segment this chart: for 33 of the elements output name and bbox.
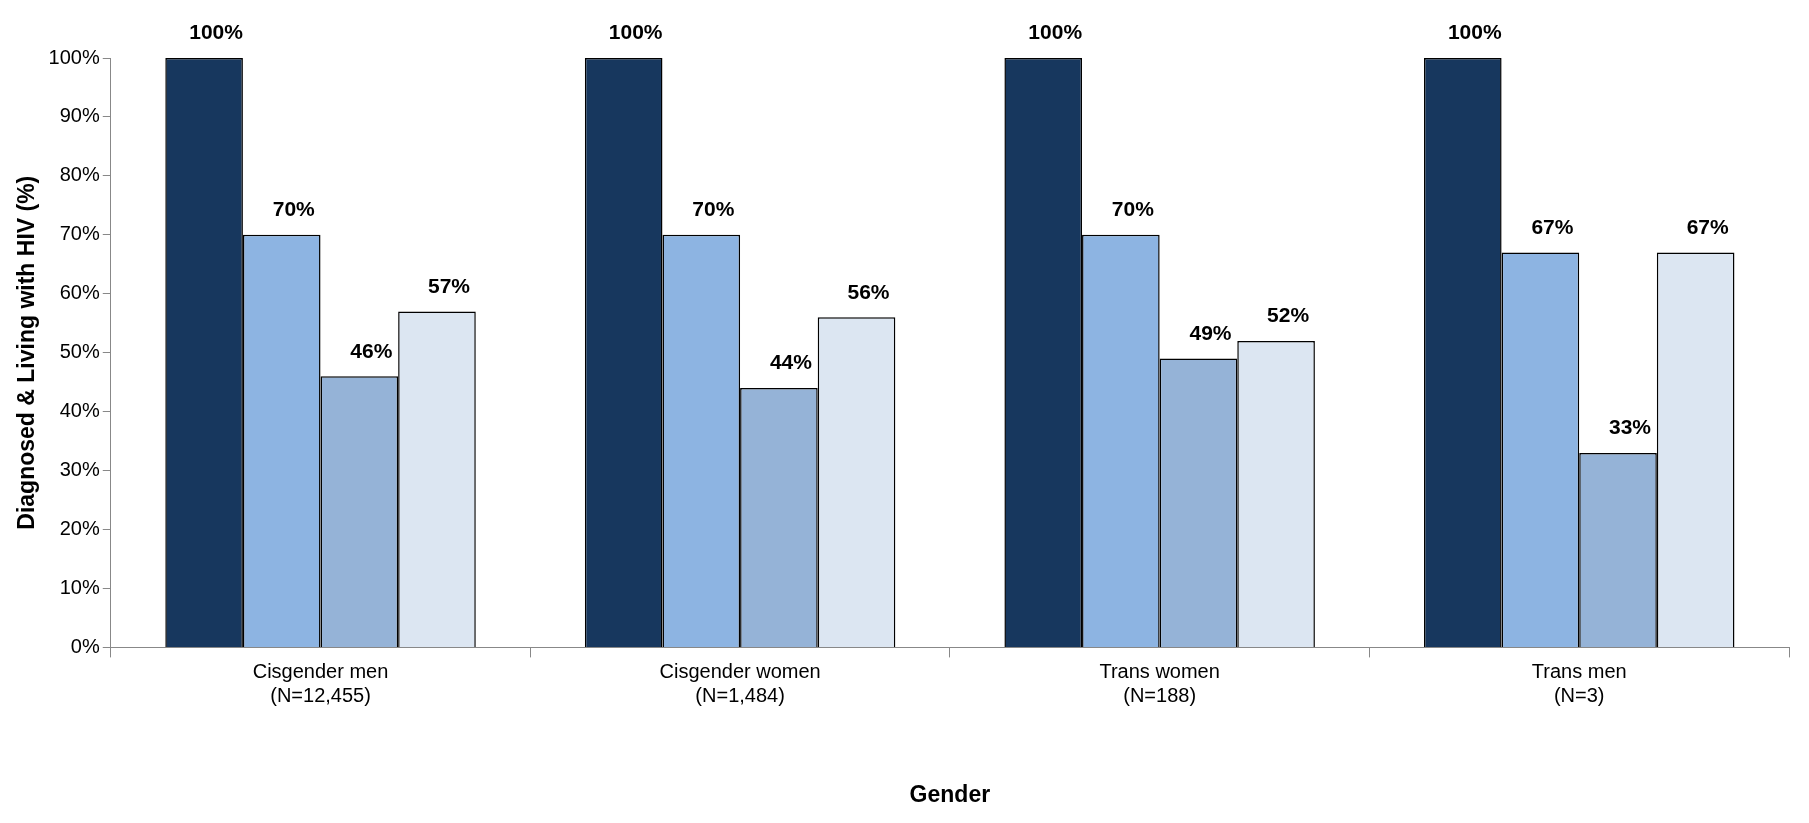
y-tick-label: 10% <box>59 575 100 598</box>
data-label: 70% <box>1111 197 1155 221</box>
x-tick-label: Trans men (N=3) <box>1531 659 1627 706</box>
y-tick-label: 100% <box>48 45 100 68</box>
data-label: 56% <box>847 279 890 303</box>
y-tick-label: 70% <box>59 222 100 245</box>
data-label: 100% <box>1028 20 1083 44</box>
data-label: 100% <box>189 20 244 44</box>
data-label: 67% <box>1686 214 1729 238</box>
data-label: 70% <box>692 197 735 221</box>
y-tick-label: 50% <box>59 340 100 363</box>
data-label: 100% <box>608 20 663 44</box>
y-tick-label: 80% <box>59 163 100 186</box>
data-label: 70% <box>272 197 316 221</box>
data-label: 52% <box>1267 303 1310 327</box>
y-tick-label: 20% <box>59 517 100 540</box>
y-tick-label: 40% <box>59 399 100 422</box>
y-axis-title: Diagnosed & Living with HIV (%) <box>13 175 40 530</box>
x-axis-title: Gender <box>909 780 991 807</box>
y-tick-label: 90% <box>59 104 100 127</box>
y-tick-label: 30% <box>59 458 100 481</box>
data-label: 44% <box>769 350 813 374</box>
y-tick-label: 60% <box>59 281 100 304</box>
data-label: 57% <box>427 273 471 297</box>
data-label: 46% <box>350 338 393 362</box>
x-tick-label: Cisgender women (N=1,484) <box>659 659 821 706</box>
data-label: 100% <box>1447 20 1502 44</box>
data-label: 67% <box>1531 214 1574 238</box>
x-tick-label: Trans women (N=188) <box>1099 659 1220 706</box>
data-label: 49% <box>1189 320 1232 344</box>
data-label: 33% <box>1609 415 1652 439</box>
y-tick-label: 0% <box>70 634 100 657</box>
x-tick-label: Cisgender men (N=12,455) <box>252 659 389 706</box>
